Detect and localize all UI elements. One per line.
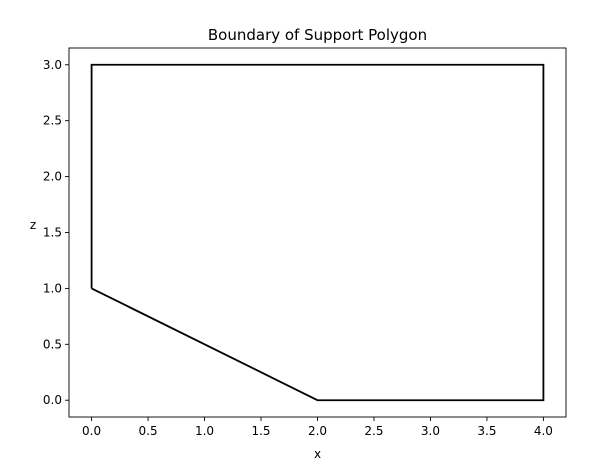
y-axis-ticks: 0.0 0.5 1.0 1.5 2.0 2.5 3.0 [43, 58, 69, 407]
axes-frame [68, 47, 567, 418]
y-tick-label: 2.0 [43, 170, 62, 184]
x-tick-label: 0.0 [82, 424, 101, 438]
y-tick-label: 2.5 [43, 114, 62, 128]
x-tick-label: 3.0 [421, 424, 440, 438]
y-axis-label: z [30, 218, 36, 232]
plot-content [90, 63, 545, 402]
x-tick-label: 3.5 [477, 424, 496, 438]
y-tick-label: 0.0 [43, 393, 62, 407]
y-tick-label: 3.0 [43, 58, 62, 72]
chart-title: Boundary of Support Polygon [208, 26, 427, 44]
x-tick-label: 1.5 [251, 424, 270, 438]
x-axis-label: x [314, 447, 321, 461]
x-axis-ticks: 0.0 0.5 1.0 1.5 2.0 2.5 3.0 3.5 4.0 [82, 417, 553, 438]
y-tick-label: 1.0 [43, 281, 62, 295]
y-tick-label: 1.5 [43, 226, 62, 240]
x-tick-label: 4.0 [534, 424, 553, 438]
x-tick-label: 2.5 [364, 424, 383, 438]
y-tick-label: 0.5 [43, 337, 62, 351]
series-line-0 [90, 63, 545, 402]
x-tick-label: 2.0 [308, 424, 327, 438]
x-tick-label: 0.5 [139, 424, 158, 438]
x-tick-label: 1.0 [195, 424, 214, 438]
